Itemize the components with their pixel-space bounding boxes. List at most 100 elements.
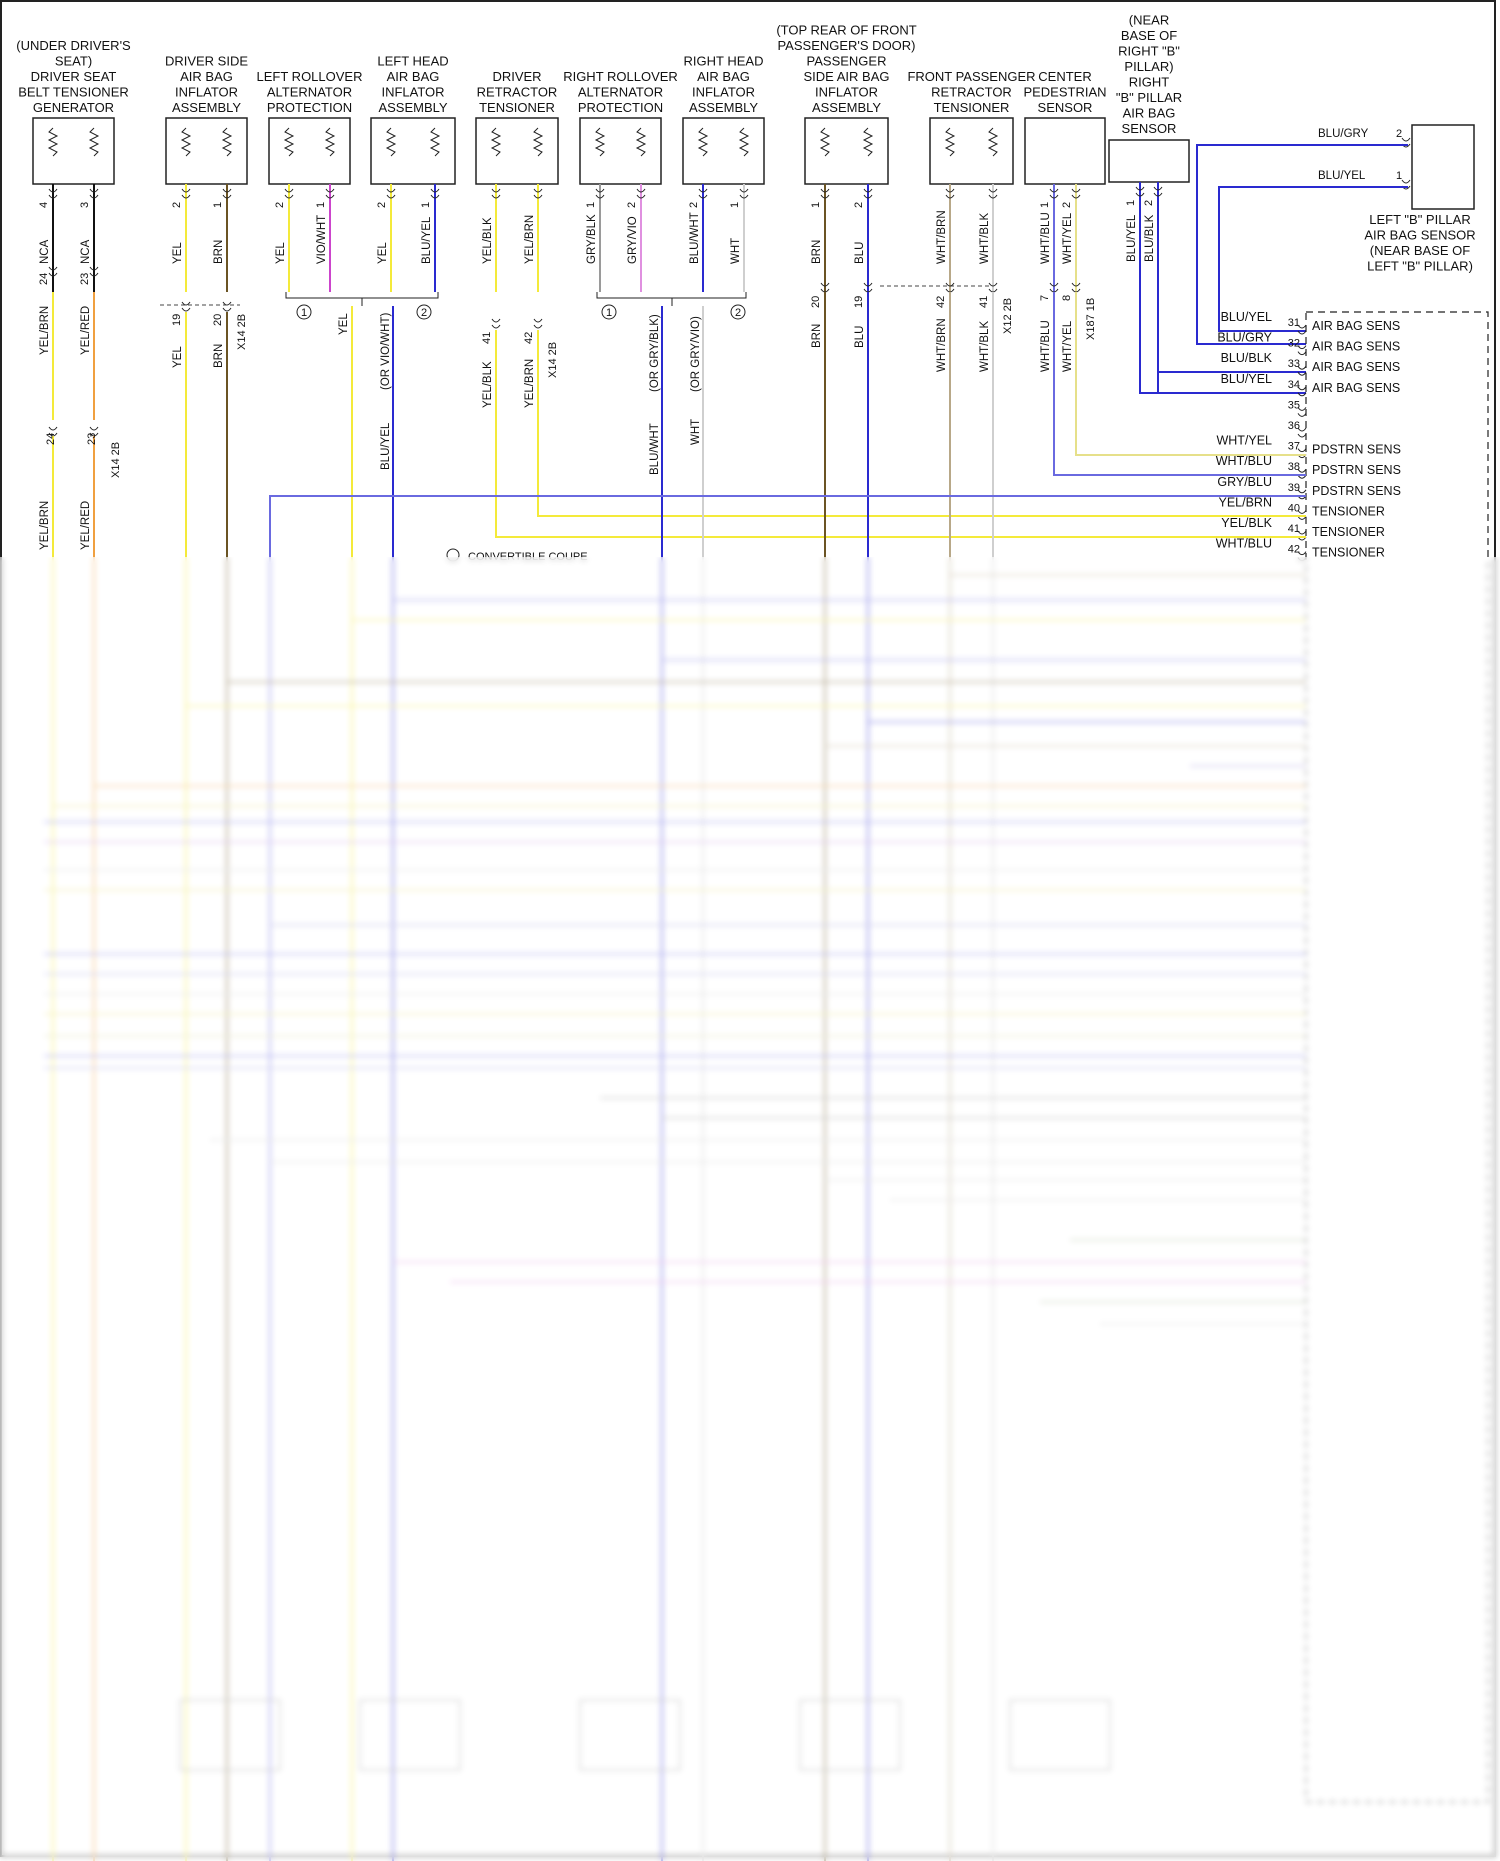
module-pin-function: AIR BAG SENS: [1312, 360, 1400, 374]
module-pin-function: TENSIONER: [1312, 525, 1385, 539]
drv-side-airbag-pin-number: 2: [171, 202, 183, 208]
left-head-airbag-title-line: LEFT HEAD: [377, 54, 448, 69]
left-head-airbag-pin-fork-icon: [430, 188, 440, 199]
right-rollover-wire-color: GRY/BLK: [586, 214, 598, 264]
module-pin-number: 40: [1288, 502, 1300, 514]
front-pass-retractor-box: [929, 117, 1014, 185]
blu-yel-wire: [1218, 186, 1408, 332]
module-pin-function: PDSTRN SENS: [1312, 463, 1401, 477]
center-ped-sensor-pin-number: 2: [1061, 202, 1073, 208]
splice-pin-number: 23: [86, 433, 98, 445]
splice-wire-color: YEL/RED: [80, 501, 92, 550]
right-b-pillar-pin-number: 1: [1125, 200, 1137, 206]
right-head-airbag-wire-color: BLU/WHT: [689, 212, 701, 264]
module-pin-fork-icon: [1297, 489, 1307, 500]
left-head-airbag-pin-number: 1: [420, 202, 432, 208]
splice-wire-color: YEL/RED: [80, 306, 92, 355]
center-ped-sensor-pin-number: 1: [1039, 202, 1051, 208]
squib-resistor-icon: [987, 127, 999, 157]
splice-pin-number: 24: [45, 433, 57, 445]
splice-wire-color: YEL: [338, 313, 350, 335]
splice-fork-icon: [491, 318, 501, 329]
splice-wire-color: YEL/BRN: [39, 501, 51, 550]
driver-retractor-box: [475, 117, 559, 185]
module-pin-fork-icon: [1297, 386, 1307, 397]
splice-wire-color: WHT/BLK: [979, 321, 991, 372]
splice-fork-icon: [533, 318, 543, 329]
center-ped-sensor-wire-color: WHT/YEL: [1062, 212, 1074, 264]
module-pin-number: 39: [1288, 482, 1300, 494]
right-rollover-wire-color: GRY/VIO: [627, 216, 639, 264]
pass-side-airbag-title-line: ASSEMBLY: [812, 100, 881, 115]
yel-blk-run: [495, 330, 1306, 538]
right-rollover-box: [579, 117, 662, 185]
right-head-airbag-title-line: INFLATOR: [692, 85, 755, 100]
gen-driver-box: [32, 117, 115, 185]
left-head-airbag-pin-number: 2: [376, 202, 388, 208]
right-head-airbag-pin-number: 2: [688, 202, 700, 208]
left-head-airbag-wire-color: BLU/YEL: [421, 216, 433, 264]
splice-pin-number: 24: [38, 273, 50, 285]
right-rollover-pin-number: 1: [585, 202, 597, 208]
driver-retractor-wire-color: YEL/BLK: [482, 217, 494, 264]
right-rollover-pin-fork-icon: [636, 188, 646, 199]
pass-side-airbag-pin-fork-icon: [863, 188, 873, 199]
right-b-pillar-pin-fork-icon: [1153, 186, 1163, 197]
note-number-2: 2: [421, 307, 427, 319]
module-pin-fork-icon: [1297, 530, 1307, 541]
front-pass-retractor-title-line: TENSIONER: [934, 100, 1010, 115]
left-rollover-title-line: LEFT ROLLOVER: [257, 69, 363, 84]
note-number-2: 2: [735, 307, 741, 319]
gen-driver-title-line: GENERATOR: [33, 100, 114, 115]
driver-retractor-title-line: TENSIONER: [479, 100, 555, 115]
squib-resistor-icon: [88, 127, 100, 157]
front-pass-retractor-title-line: RETRACTOR: [931, 85, 1012, 100]
right-b-pillar-wire-color: BLU/YEL: [1126, 214, 1138, 262]
right-b-pillar-title-line: (NEAR: [1129, 13, 1169, 28]
splice-wire-color: (OR VIO/WHT): [380, 313, 392, 390]
squib-resistor-icon: [180, 127, 192, 157]
squib-resistor-icon: [47, 127, 59, 157]
center-ped-sensor-title-line: SENSOR: [1038, 100, 1093, 115]
squib-resistor-icon: [819, 127, 831, 157]
blu-blk-wire: [1157, 250, 1306, 373]
drv-side-airbag-pin-fork-icon: [222, 188, 232, 199]
right-head-airbag-title-line: RIGHT HEAD: [684, 54, 764, 69]
front-pass-retractor-pin-fork-icon: [945, 188, 955, 199]
driver-retractor-title-line: DRIVER: [492, 69, 541, 84]
squib-resistor-icon: [862, 127, 874, 157]
note-circle-1: [296, 304, 312, 320]
splice-wire-color: YEL/BRN: [524, 359, 536, 408]
pass-side-airbag-title-line: INFLATOR: [815, 85, 878, 100]
splice-wire-color: YEL/BRN: [39, 306, 51, 355]
center-ped-sensor-pin-fork-icon: [1049, 188, 1059, 199]
module-pin-function: PDSTRN SENS: [1312, 443, 1401, 457]
drv-side-airbag-pin-number: 1: [212, 202, 224, 208]
splice-pin-number: 42: [523, 332, 535, 344]
module-pin-number: 34: [1288, 379, 1300, 391]
module-pin-fork-icon: [1297, 407, 1307, 417]
right-b-pillar-title-line: BASE OF: [1121, 28, 1177, 43]
gen-driver-title-line: BELT TENSIONER: [18, 85, 129, 100]
right-b-pillar-pin-fork-icon: [1135, 186, 1145, 197]
module-pin-number: 38: [1288, 461, 1300, 473]
center-ped-sensor-pin-fork-icon: [1071, 188, 1081, 199]
right-b-pillar-wire-color: BLU/BLK: [1144, 214, 1156, 262]
module-pin-fork-icon: [1297, 324, 1307, 335]
left-rollover-pin-fork-icon: [325, 188, 335, 199]
connector-id: X14 2B: [547, 342, 559, 378]
blu-gry-wire: [1196, 144, 1408, 345]
splice-wire-color: BLU/WHT: [649, 423, 661, 475]
splice-pin-number: 7: [1039, 295, 1051, 301]
note-bracket: [285, 292, 439, 306]
module-pin-wire-color: WHT/YEL: [1216, 434, 1272, 448]
left-head-airbag-pin-fork-icon: [386, 188, 396, 199]
splice-wire-color: BRN: [811, 324, 823, 348]
squib-resistor-icon: [738, 127, 750, 157]
note-number-1: 1: [606, 307, 612, 319]
right-b-pillar-title-line: "B" PILLAR: [1116, 90, 1182, 105]
note-circle-2: [416, 304, 432, 320]
left-head-airbag-box: [370, 117, 456, 185]
squib-resistor-icon: [283, 127, 295, 157]
